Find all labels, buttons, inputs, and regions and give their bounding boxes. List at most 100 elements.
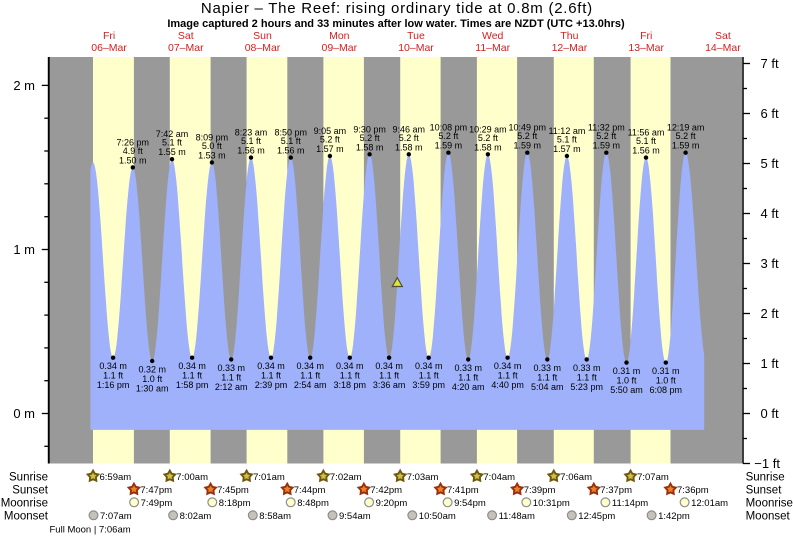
svg-text:5:23 pm: 5:23 pm — [570, 382, 603, 392]
svg-text:1 m: 1 m — [13, 242, 35, 257]
svg-text:12–Mar: 12–Mar — [552, 42, 588, 54]
svg-text:7:07am: 7:07am — [100, 511, 132, 522]
svg-text:1.58 m: 1.58 m — [395, 142, 423, 152]
svg-text:5.1 ft: 5.1 ft — [162, 138, 183, 148]
svg-text:Fri: Fri — [103, 30, 115, 42]
svg-text:Sunset: Sunset — [12, 485, 49, 497]
svg-text:13–Mar: 13–Mar — [628, 42, 664, 54]
svg-text:3:36 am: 3:36 am — [373, 380, 406, 390]
svg-text:Sunset: Sunset — [746, 485, 783, 497]
svg-text:5.1 ft: 5.1 ft — [636, 136, 657, 146]
svg-text:1.56 m: 1.56 m — [237, 146, 265, 156]
svg-text:8:58am: 8:58am — [259, 511, 291, 522]
svg-text:1.1 ft: 1.1 ft — [498, 371, 519, 381]
svg-text:1 ft: 1 ft — [761, 356, 779, 371]
svg-text:8:09 pm: 8:09 pm — [196, 133, 229, 143]
svg-text:1.1 ft: 1.1 ft — [103, 371, 124, 381]
svg-text:6:08 pm: 6:08 pm — [650, 385, 683, 395]
svg-text:Moonset: Moonset — [746, 511, 791, 523]
svg-text:1.59 m: 1.59 m — [672, 141, 700, 151]
svg-text:9:20pm: 9:20pm — [376, 498, 408, 509]
svg-text:9:05 am: 9:05 am — [314, 126, 347, 136]
svg-text:9:30 pm: 9:30 pm — [353, 124, 386, 134]
svg-text:1.59 m: 1.59 m — [514, 141, 542, 151]
svg-text:1.57 m: 1.57 m — [316, 144, 344, 154]
svg-text:0.34 m: 0.34 m — [415, 361, 443, 371]
svg-text:Sun: Sun — [253, 30, 272, 42]
svg-text:Mon: Mon — [329, 30, 350, 42]
svg-text:11:12 am: 11:12 am — [548, 126, 585, 136]
svg-text:2:12 am: 2:12 am — [215, 382, 248, 392]
svg-text:Full Moon | 7:06am: Full Moon | 7:06am — [50, 525, 131, 536]
svg-text:12:45pm: 12:45pm — [578, 511, 615, 522]
svg-text:Fri: Fri — [640, 30, 652, 42]
svg-text:2 ft: 2 ft — [761, 306, 779, 321]
svg-text:4:40 pm: 4:40 pm — [491, 380, 524, 390]
svg-text:2:54 am: 2:54 am — [294, 380, 327, 390]
svg-text:0 m: 0 m — [13, 406, 35, 421]
svg-text:7:41pm: 7:41pm — [447, 485, 479, 496]
svg-text:Moonrise: Moonrise — [746, 498, 793, 510]
svg-text:5.2 ft: 5.2 ft — [478, 133, 499, 143]
svg-text:8:23 am: 8:23 am — [235, 128, 268, 138]
svg-text:7:03am: 7:03am — [407, 472, 439, 483]
svg-text:0.34 m: 0.34 m — [494, 361, 522, 371]
svg-text:8:02am: 8:02am — [180, 511, 212, 522]
svg-text:1.58 m: 1.58 m — [356, 142, 384, 152]
svg-text:1.57 m: 1.57 m — [553, 144, 581, 154]
svg-text:1.1 ft: 1.1 ft — [379, 371, 400, 381]
svg-text:7:42pm: 7:42pm — [370, 485, 402, 496]
svg-text:7:26 pm: 7:26 pm — [117, 137, 150, 147]
svg-text:7:45pm: 7:45pm — [217, 485, 249, 496]
svg-text:11:14pm: 11:14pm — [612, 498, 648, 509]
svg-text:7:06am: 7:06am — [560, 472, 592, 483]
svg-text:7:01am: 7:01am — [253, 472, 285, 483]
svg-text:7 ft: 7 ft — [761, 56, 779, 71]
svg-text:Tue: Tue — [407, 30, 425, 42]
svg-text:10:08 pm: 10:08 pm — [430, 123, 468, 133]
svg-text:5.1 ft: 5.1 ft — [281, 136, 302, 146]
svg-text:5 ft: 5 ft — [761, 156, 779, 171]
svg-text:Thu: Thu — [560, 30, 578, 42]
svg-text:3 ft: 3 ft — [761, 256, 779, 271]
svg-text:06–Mar: 06–Mar — [91, 42, 127, 54]
svg-text:1:30 am: 1:30 am — [136, 384, 169, 394]
svg-text:Napier – The Reef: rising ord: Napier – The Reef: rising ordinary tide … — [201, 0, 593, 17]
svg-text:0.31 m: 0.31 m — [613, 366, 641, 376]
svg-text:0.32 m: 0.32 m — [138, 365, 166, 375]
svg-text:8:18pm: 8:18pm — [219, 498, 251, 509]
svg-text:10:31pm: 10:31pm — [533, 498, 570, 509]
svg-text:1.1 ft: 1.1 ft — [577, 372, 598, 382]
svg-text:1.1 ft: 1.1 ft — [340, 371, 361, 381]
svg-text:1.0 ft: 1.0 ft — [656, 376, 677, 386]
svg-text:Sat: Sat — [178, 30, 194, 42]
svg-text:0.34 m: 0.34 m — [99, 361, 127, 371]
svg-text:−1 ft: −1 ft — [754, 456, 780, 471]
svg-text:0.33 m: 0.33 m — [534, 363, 562, 373]
svg-text:Wed: Wed — [482, 30, 504, 42]
svg-text:6:59am: 6:59am — [100, 472, 132, 483]
svg-text:Sunrise: Sunrise — [9, 471, 48, 483]
svg-text:5.2 ft: 5.2 ft — [360, 133, 381, 143]
svg-text:5.2 ft: 5.2 ft — [517, 131, 538, 141]
svg-text:10:29 am: 10:29 am — [469, 124, 507, 134]
svg-text:1.50 m: 1.50 m — [119, 155, 147, 165]
svg-text:0.34 m: 0.34 m — [296, 361, 324, 371]
svg-text:11:56 am: 11:56 am — [628, 128, 665, 138]
svg-text:8:50 pm: 8:50 pm — [275, 128, 308, 138]
svg-text:0.31 m: 0.31 m — [652, 366, 680, 376]
svg-text:7:07am: 7:07am — [637, 472, 669, 483]
svg-text:07–Mar: 07–Mar — [168, 42, 204, 54]
svg-text:7:37pm: 7:37pm — [600, 485, 632, 496]
svg-text:9:54pm: 9:54pm — [454, 498, 486, 509]
svg-text:7:42 am: 7:42 am — [156, 129, 189, 139]
svg-text:1.0 ft: 1.0 ft — [142, 374, 163, 384]
svg-text:1.1 ft: 1.1 ft — [458, 372, 479, 382]
svg-text:4.9 ft: 4.9 ft — [123, 146, 144, 156]
svg-text:5.2 ft: 5.2 ft — [320, 135, 341, 145]
svg-text:0.33 m: 0.33 m — [217, 363, 245, 373]
svg-text:5.0 ft: 5.0 ft — [202, 141, 223, 151]
svg-text:12:01am: 12:01am — [691, 498, 728, 509]
svg-text:Image captured 2 hours and 33: Image captured 2 hours and 33 minutes af… — [167, 18, 625, 30]
svg-text:Sunrise: Sunrise — [746, 471, 785, 483]
